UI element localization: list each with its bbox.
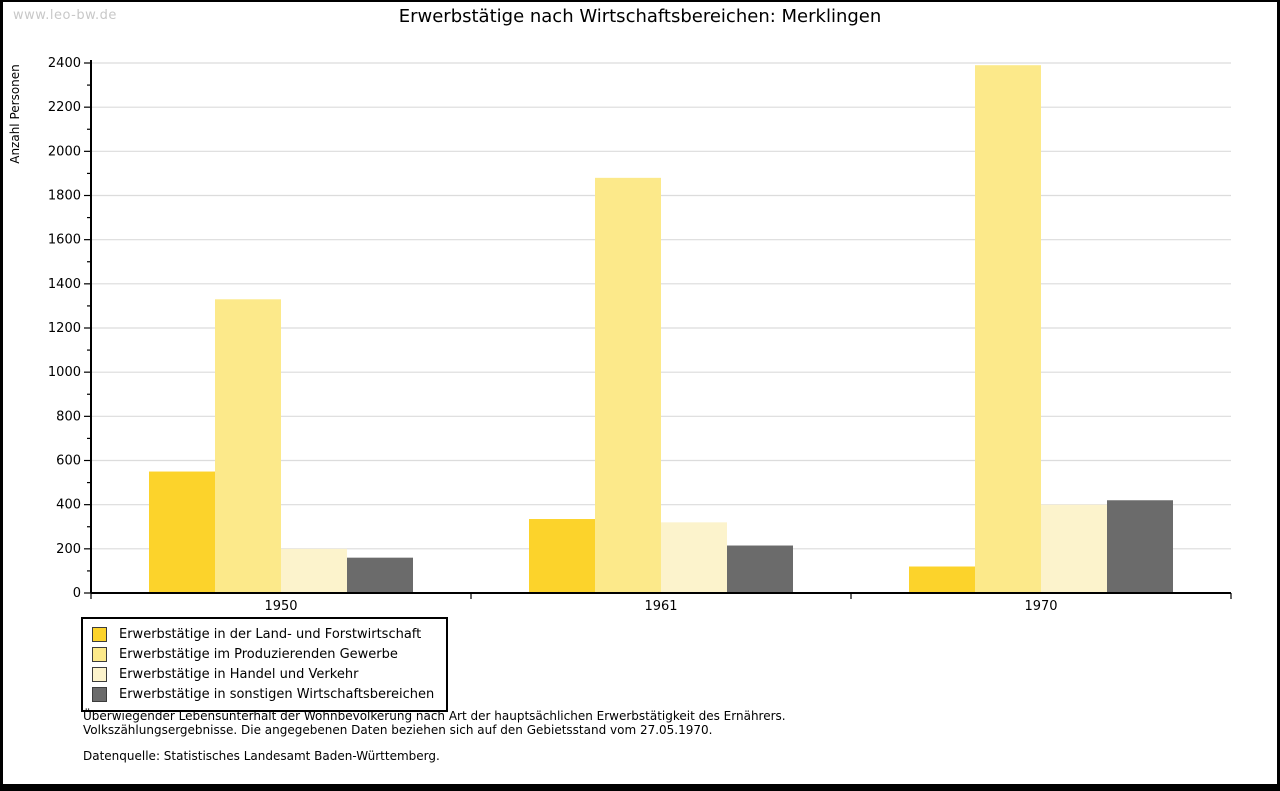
footnote-line-1: Überwiegender Lebensunterhalt der Wohnbe… xyxy=(83,709,786,723)
y-tick-label: 1600 xyxy=(48,233,81,248)
bar xyxy=(727,545,793,593)
footnote-line-2: Volkszählungsergebnisse. Die angegebenen… xyxy=(83,723,713,737)
bars xyxy=(149,65,1173,594)
x-category-label: 1950 xyxy=(264,599,297,614)
y-tick-label: 1200 xyxy=(48,321,81,336)
bar xyxy=(347,557,413,593)
y-tick-label: 800 xyxy=(56,409,81,424)
legend-item: Erwerbstätige in sonstigen Wirtschaftsbe… xyxy=(92,684,434,704)
legend-swatch xyxy=(92,666,107,682)
chart-title: Erwerbstätige nach Wirtschaftsbereichen:… xyxy=(398,6,882,27)
watermark: www.leo-bw.de xyxy=(13,8,117,23)
y-axis-title: Anzahl Personen xyxy=(8,64,22,164)
legend-item: Erwerbstätige im Produzierenden Gewerbe xyxy=(92,644,434,664)
legend-label: Erwerbstätige in der Land- und Forstwirt… xyxy=(119,626,422,642)
bar xyxy=(1107,500,1173,593)
x-category-label: 1970 xyxy=(1024,599,1057,614)
y-tick-label: 0 xyxy=(73,586,81,601)
legend-swatch xyxy=(92,626,107,642)
legend-swatch xyxy=(92,646,107,662)
y-tick-label: 2000 xyxy=(48,144,81,159)
y-tick-label: 600 xyxy=(56,454,81,469)
legend-label: Erwerbstätige in sonstigen Wirtschaftsbe… xyxy=(119,686,435,702)
y-tick-label: 400 xyxy=(56,498,81,513)
legend-swatch xyxy=(92,686,107,702)
y-tick-label: 1400 xyxy=(48,277,81,292)
bar xyxy=(1041,504,1107,593)
x-axis: 1950 1961 1970 xyxy=(90,592,1232,614)
bar xyxy=(215,299,281,593)
footnotes: Überwiegender Lebensunterhalt der Wohnbe… xyxy=(83,709,786,763)
legend: Erwerbstätige in der Land- und Forstwirt… xyxy=(81,617,449,712)
bar xyxy=(281,548,347,593)
legend-label: Erwerbstätige in Handel und Verkehr xyxy=(119,666,359,682)
legend-item: Erwerbstätige in Handel und Verkehr xyxy=(92,664,434,684)
y-tick-label: 2200 xyxy=(48,100,81,115)
y-tick-label: 1000 xyxy=(48,365,81,380)
x-category-label: 1961 xyxy=(644,599,677,614)
bar xyxy=(529,519,595,593)
legend-item: Erwerbstätige in der Land- und Forstwirt… xyxy=(92,624,434,644)
bar xyxy=(595,177,661,594)
y-axis: 0 200 400 600 800 1000 1200 1400 1600 1800 2000 220… xyxy=(8,56,92,601)
bar xyxy=(661,522,727,593)
bar xyxy=(909,566,975,593)
bar-chart: 0 200 400 600 800 1000 1200 1400 1600 1800 2000 220… xyxy=(8,56,1232,614)
bar xyxy=(149,471,215,593)
y-tick-label: 200 xyxy=(56,542,81,557)
y-tick-label: 2400 xyxy=(48,56,81,71)
bar xyxy=(975,65,1041,594)
legend-label: Erwerbstätige im Produzierenden Gewerbe xyxy=(119,646,398,662)
y-tick-label: 1800 xyxy=(48,189,81,204)
data-source: Datenquelle: Statistisches Landesamt Bad… xyxy=(83,749,440,763)
